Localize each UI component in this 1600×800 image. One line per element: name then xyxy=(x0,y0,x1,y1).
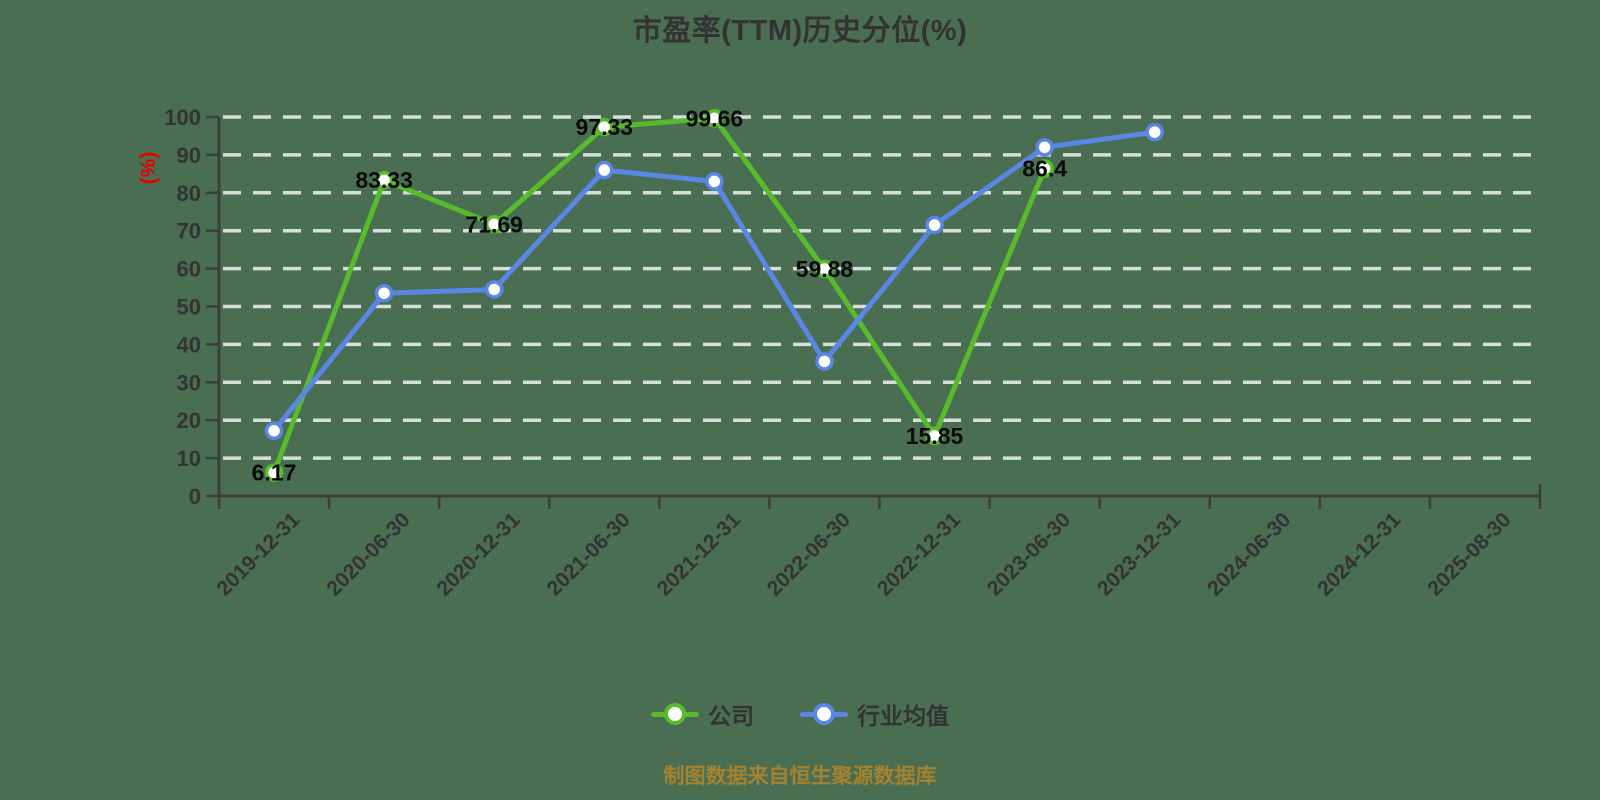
y-axis-tick-label: 50 xyxy=(177,295,201,320)
chart-title: 市盈率(TTM)历史分位(%) xyxy=(632,15,968,47)
data-point-industry-average-2023-06-30 xyxy=(1035,138,1054,157)
data-point-industry-average-2021-06-30 xyxy=(595,160,614,180)
data-label-company-2022-12-31: 15.85 xyxy=(906,423,964,449)
data-label-company-2020-12-31: 71.69 xyxy=(465,211,523,237)
data-label-company-2023-06-30: 86.4 xyxy=(1022,156,1067,182)
legend-item-company[interactable]: 公司 xyxy=(651,697,754,731)
y-axis-tick-label: 70 xyxy=(177,219,201,244)
x-axis-tick-label: 2020-12-31 xyxy=(433,508,525,600)
data-label-company-2021-06-30: 97.33 xyxy=(576,114,634,140)
x-axis-tick-label: 2023-06-30 xyxy=(983,508,1075,600)
data-point-company-2020-06-30 xyxy=(374,170,394,190)
y-axis-tick-label: 90 xyxy=(177,143,201,168)
y-axis-tick-label: 30 xyxy=(177,370,201,395)
x-axis-tick-label: 2023-12-31 xyxy=(1093,508,1185,600)
data-point-industry-average-2020-12-31 xyxy=(484,280,504,299)
y-axis-tick-label: 20 xyxy=(177,408,201,433)
y-axis-tick-label: 80 xyxy=(177,181,201,206)
data-point-company-2022-06-30 xyxy=(815,259,834,279)
x-axis-tick-label: 2024-06-30 xyxy=(1203,508,1295,600)
data-point-company-2022-12-31 xyxy=(925,426,944,446)
x-axis-tick-label: 2019-12-31 xyxy=(212,508,304,600)
data-point-industry-average-2023-12-31 xyxy=(1145,122,1164,142)
data-point-company-2020-12-31 xyxy=(484,215,504,234)
data-label-company-2022-06-30: 59.88 xyxy=(796,256,854,282)
data-point-industry-average-2022-06-30 xyxy=(815,352,834,371)
data-point-industry-average-2021-12-31 xyxy=(705,172,724,191)
x-axis-tick-label: 2021-12-31 xyxy=(653,508,745,600)
data-point-industry-average-2022-12-31 xyxy=(925,215,944,235)
y-axis-tick-label: 0 xyxy=(189,484,201,509)
industry-swatch-dot xyxy=(813,703,835,725)
data-point-industry-average-2020-06-30 xyxy=(374,283,394,303)
x-axis-tick-label: 2022-12-31 xyxy=(873,508,965,600)
x-axis-tick-label: 2021-06-30 xyxy=(543,508,635,600)
data-label-company-2021-12-31: 99.66 xyxy=(686,105,744,131)
legend: 公司 行业均值 xyxy=(0,697,1600,731)
legend-label-industry-average: 行业均值 xyxy=(857,703,949,729)
data-label-company-2019-12-31: 6.17 xyxy=(252,460,297,486)
company-series-swatch-icon xyxy=(651,702,699,726)
data-source-note: 制图数据来自恒生聚源数据库 xyxy=(663,765,937,788)
x-axis-tick-label: 2020-06-30 xyxy=(322,508,414,600)
y-axis-tick-label: 40 xyxy=(177,332,201,357)
data-point-company-2023-06-30 xyxy=(1035,159,1054,178)
y-axis-tick-label: 60 xyxy=(177,257,201,282)
data-point-industry-average-2019-12-31 xyxy=(264,421,284,441)
legend-item-industry-average[interactable]: 行业均值 xyxy=(800,697,949,731)
y-axis-unit-label: (%) xyxy=(137,152,160,185)
x-axis-tick-label: 2022-06-30 xyxy=(763,508,855,600)
x-axis-tick-label: 2025-08-30 xyxy=(1423,508,1515,600)
company-swatch-dot xyxy=(664,703,686,725)
data-point-company-2021-06-30 xyxy=(595,117,614,137)
series-line-company xyxy=(271,115,1048,476)
legend-label-company: 公司 xyxy=(708,703,754,729)
data-point-company-2021-12-31 xyxy=(705,109,724,128)
industry-series-swatch-icon xyxy=(800,702,848,726)
data-label-company-2020-06-30: 83.33 xyxy=(355,167,413,193)
x-axis-tick-label: 2024-12-31 xyxy=(1313,508,1405,600)
data-point-company-2019-12-31 xyxy=(264,463,284,482)
y-axis-tick-label: 100 xyxy=(164,105,201,130)
y-axis-tick-label: 10 xyxy=(177,446,201,471)
